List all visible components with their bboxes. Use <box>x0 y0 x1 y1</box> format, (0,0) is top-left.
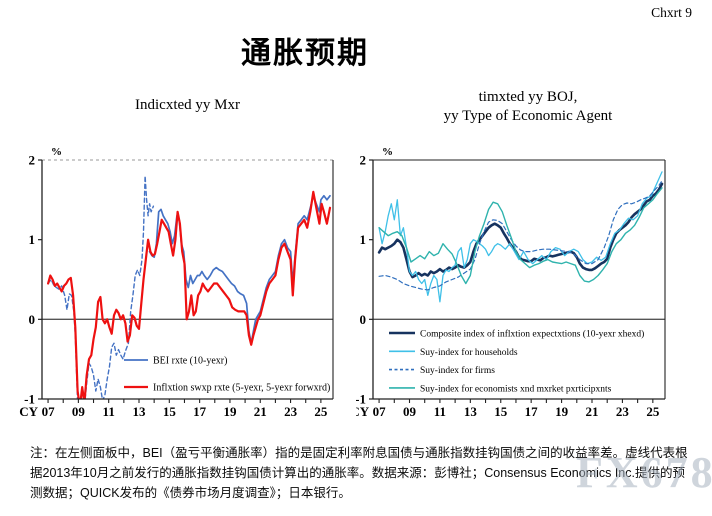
svg-text:2: 2 <box>29 153 36 168</box>
svg-text:0: 0 <box>360 312 367 327</box>
svg-text:%: % <box>51 146 62 158</box>
svg-text:17: 17 <box>525 404 539 419</box>
svg-text:Suy-index for households: Suy-index for households <box>420 347 518 358</box>
right-panel-subtitle-line2: yy Type of Economic Agent <box>443 108 613 124</box>
svg-text:15: 15 <box>494 404 508 419</box>
chart-svg-0: -1 0 1 2% 07 09 11 13 15 17 19 21 23 25 CY BEI rxte (10… <box>19 146 334 419</box>
footnote-line2: 据2013年10月之前发行的通胀指数挂钩国债计算出的通胀率。数据来源：彭博社；C… <box>30 466 685 480</box>
left-panel-subtitle-line1: Indicxted yy Mxr <box>135 97 240 113</box>
svg-text:BEI rxte (10-yexr): BEI rxte (10-yexr) <box>153 356 227 367</box>
svg-text:23: 23 <box>284 404 298 419</box>
footnote-line1: 注：在左侧面板中，BEI（盈亏平衡通胀率）指的是固定利率附息国债与通胀指数挂钩国… <box>30 446 688 460</box>
svg-text:Suy-index for firms: Suy-index for firms <box>420 365 495 376</box>
right-panel-subtitle: timxted yy BOJ, yy Type of Economic Agen… <box>378 88 678 126</box>
svg-text:Inflxtion swxp rxte (5-yexr, 5: Inflxtion swxp rxte (5-yexr, 5-yexr forw… <box>153 383 330 394</box>
svg-text:15: 15 <box>163 404 177 419</box>
svg-text:13: 13 <box>464 404 478 419</box>
svg-text:CY: CY <box>19 404 38 419</box>
svg-text:09: 09 <box>403 404 417 419</box>
svg-text:19: 19 <box>555 404 569 419</box>
svg-text:13: 13 <box>133 404 147 419</box>
svg-text:19: 19 <box>223 404 237 419</box>
watermark: FX678 <box>576 448 712 497</box>
chart-svg-1: -1 0 1 2% 07 09 11 13 15 17 19 21 23 25 CY Composite in… <box>350 146 666 419</box>
right-line-chart: -1 0 1 2% 07 09 11 13 15 17 19 21 23 25 CY Composite in… <box>350 140 712 425</box>
svg-text:11: 11 <box>103 404 115 419</box>
svg-text:23: 23 <box>616 404 630 419</box>
footnote-line3: 测数据；QUICK发布的《债券市场月度调查》；日本银行。 <box>30 486 351 500</box>
svg-text:1: 1 <box>360 232 367 247</box>
svg-text:21: 21 <box>586 404 599 419</box>
footnote: 注：在左侧面板中，BEI（盈亏平衡通胀率）指的是固定利率附息国债与通胀指数挂钩国… <box>30 443 692 503</box>
svg-text:11: 11 <box>434 404 446 419</box>
svg-text:2: 2 <box>360 153 367 168</box>
svg-text:25: 25 <box>314 404 328 419</box>
svg-text:-1: -1 <box>24 392 35 407</box>
svg-text:25: 25 <box>646 404 660 419</box>
svg-text:CY: CY <box>356 404 370 419</box>
right-panel-subtitle-line1: timxted yy BOJ, <box>478 89 578 105</box>
left-panel-subtitle: Indicxted yy Mxr <box>42 96 333 115</box>
svg-text:09: 09 <box>72 404 86 419</box>
svg-text:17: 17 <box>193 404 207 419</box>
page-title: 通胀预期 <box>241 37 369 70</box>
chart-number-label: Chxrt 9 <box>651 5 692 20</box>
svg-text:Composite index of inflxtion e: Composite index of inflxtion expectxtion… <box>420 329 644 340</box>
svg-text:%: % <box>382 146 393 158</box>
svg-text:-1: -1 <box>356 392 366 407</box>
svg-text:21: 21 <box>254 404 267 419</box>
svg-text:1: 1 <box>29 232 36 247</box>
svg-text:07: 07 <box>42 404 56 419</box>
left-line-chart: -1 0 1 2% 07 09 11 13 15 17 19 21 23 25 CY BEI rxte (10… <box>0 140 356 425</box>
svg-text:07: 07 <box>373 404 387 419</box>
svg-text:Suy-index for economists xnd m: Suy-index for economists xnd mxrket pxrt… <box>420 383 612 394</box>
svg-text:0: 0 <box>29 312 36 327</box>
